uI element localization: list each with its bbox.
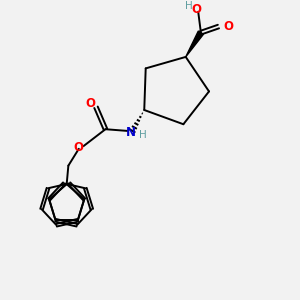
Text: O: O <box>223 20 233 33</box>
Polygon shape <box>186 31 203 57</box>
Text: O: O <box>85 97 95 110</box>
Text: O: O <box>73 141 83 154</box>
Text: H: H <box>185 1 193 10</box>
Text: N: N <box>126 126 136 139</box>
Text: O: O <box>192 3 202 16</box>
Text: H: H <box>139 130 146 140</box>
